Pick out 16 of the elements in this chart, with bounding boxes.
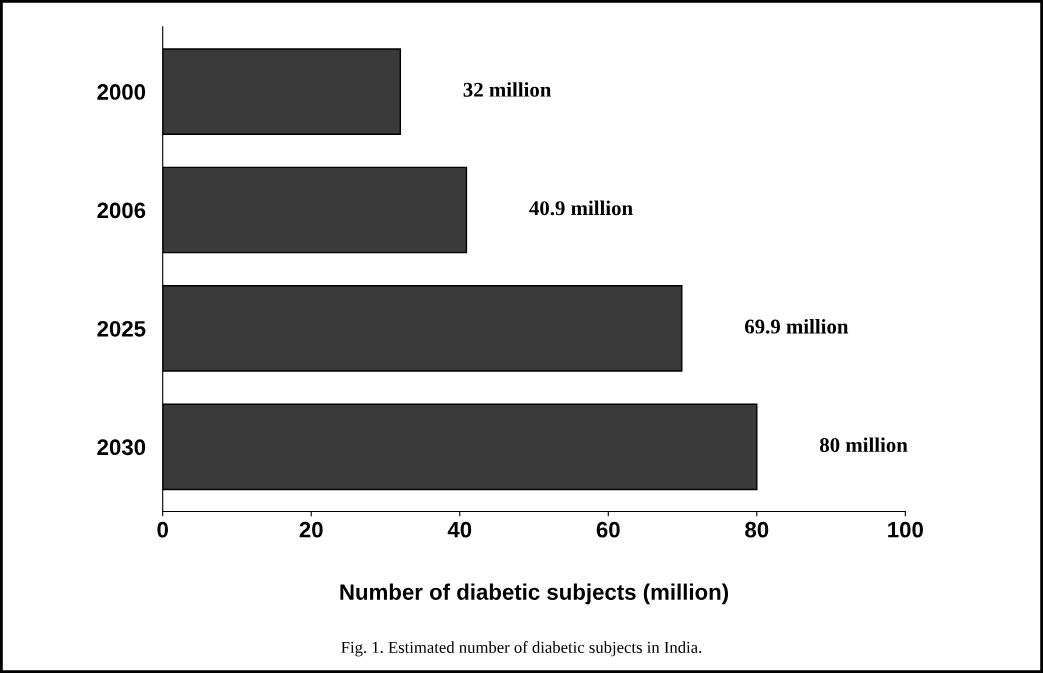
x-axis-title: Number of diabetic subjects (million) <box>340 583 729 605</box>
data-label: 40.9 million <box>529 200 633 216</box>
x-tick-label: 100 <box>888 521 923 538</box>
x-tick-label: 0 <box>157 521 168 538</box>
data-label: 80 million <box>819 437 908 453</box>
y-tick-label: 2000 <box>97 84 146 100</box>
x-tick-label: 60 <box>596 521 620 538</box>
y-tick-label: 2006 <box>97 202 146 219</box>
y-tick-label: 2030 <box>97 439 146 456</box>
y-tick-label: 2025 <box>97 320 146 337</box>
x-tick-label: 20 <box>299 521 323 538</box>
data-label: 69.9 million <box>745 318 849 334</box>
x-tick-label: 40 <box>447 521 472 538</box>
data-label: 32 million <box>463 82 552 97</box>
x-tick-label: 80 <box>745 521 769 538</box>
caption: Fig. 1. Estimated number of diabetic subjects in India. <box>341 641 702 657</box>
